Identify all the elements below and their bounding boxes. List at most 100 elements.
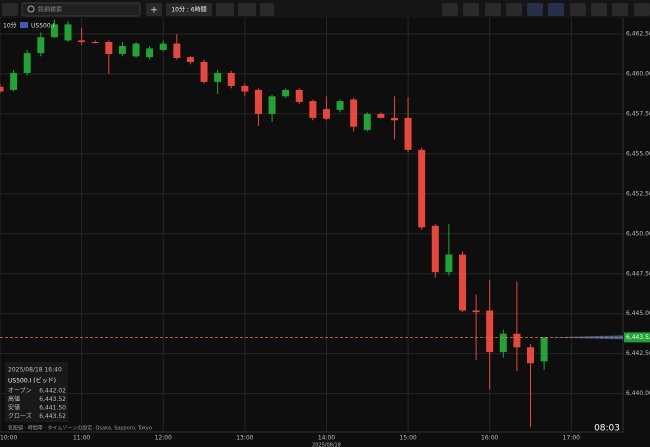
info-label: 安値 — [8, 404, 20, 412]
y-tick-label: 6,445.00 — [626, 310, 650, 317]
info-value: 6,443.52 — [39, 396, 66, 403]
candle-body — [78, 40, 86, 42]
clock: 08:03 — [594, 424, 620, 434]
candle-body — [540, 337, 548, 362]
candle-body — [105, 41, 113, 54]
candle-body — [472, 310, 480, 313]
candle-body — [268, 96, 276, 114]
candle-body — [159, 43, 167, 50]
info-value: 6,443.52 — [39, 413, 66, 420]
tool-button[interactable] — [548, 3, 564, 16]
candle-body — [458, 254, 466, 311]
tool-button[interactable] — [527, 3, 543, 16]
x-tick-label: 17:00 — [563, 435, 580, 442]
info-label: クローズ — [8, 412, 32, 420]
add-label: + — [150, 6, 158, 16]
interval-button[interactable] — [166, 3, 212, 16]
tool-button[interactable] — [591, 3, 607, 16]
y-tick-label: 6,460.00 — [626, 70, 650, 77]
y-tick-label: 6,447.50 — [626, 270, 650, 277]
y-tick-label: 6,462.50 — [626, 30, 650, 37]
candle-body — [64, 24, 72, 41]
info-value: 6,441.50 — [39, 405, 66, 412]
tool-button[interactable] — [634, 3, 650, 16]
y-tick-label: 6,457.50 — [626, 110, 650, 117]
interval-label: 10分 : 6時間 — [171, 6, 206, 14]
candle-body — [132, 43, 140, 57]
y-tick-label: 6,450.00 — [626, 230, 650, 237]
candle-body — [322, 109, 330, 119]
last-price-tag — [624, 332, 650, 343]
candle-body — [295, 89, 303, 102]
candle-body — [486, 310, 494, 353]
x-tick-label: 12:00 — [155, 435, 172, 442]
candle-body — [23, 53, 31, 73]
info-value: 6,442.02 — [39, 388, 66, 395]
candle-body — [214, 72, 222, 82]
plot: 6,440.00 6,442.50 6,445.00 6,447.50 6,450.00… — [0, 18, 650, 447]
candle-body — [173, 43, 181, 58]
candle-body — [10, 72, 18, 90]
tool-button[interactable] — [442, 3, 458, 16]
y-tick-label: 6,440.00 — [626, 390, 650, 397]
chart-type-button[interactable] — [238, 3, 256, 16]
x-tick-label: 10:00 — [0, 435, 17, 442]
tool-button[interactable] — [485, 3, 501, 16]
candle-body — [186, 57, 194, 62]
last-price-label: 6,443.52 — [626, 334, 650, 341]
search-placeholder: 銘柄検索 — [38, 6, 62, 14]
info-datetime: 2025/08/18 16:40 — [8, 367, 62, 374]
info-panel — [5, 362, 68, 422]
candle-body — [527, 347, 535, 364]
search-icon — [27, 5, 35, 13]
candle-body — [363, 113, 371, 130]
tool-button[interactable] — [570, 3, 586, 16]
candle-body — [418, 149, 426, 228]
tool-button[interactable] — [612, 3, 628, 16]
candle-body — [309, 101, 317, 118]
search-box[interactable] — [21, 2, 141, 17]
candle-body — [254, 89, 262, 114]
info-label: 高値 — [8, 395, 20, 403]
tool-icons — [442, 3, 650, 16]
interval-tag: 10分 — [3, 22, 17, 30]
info-symbol: US500.I (ビッド) — [8, 377, 56, 385]
footer: 気配値 · 時間帯 · タイムゾーンの設定: Osaka, Sapporo, T… — [8, 425, 152, 432]
date-label: 2025/08/18 — [312, 443, 341, 447]
candle-body — [390, 117, 398, 121]
symbol-tag: US500.I — [31, 23, 55, 30]
y-tick-label: 6,455.00 — [626, 150, 650, 157]
y-tick-label: 6,452.50 — [626, 190, 650, 197]
refresh-button[interactable] — [216, 3, 234, 16]
x-tick-label: 14:00 — [318, 435, 335, 442]
y-tick-label: 6,442.50 — [626, 350, 650, 357]
candle-body — [445, 254, 453, 273]
candle-body — [118, 45, 126, 54]
info-label: オープン — [8, 388, 32, 395]
info-rows: オープン 6,442.02 高値 6,443.52 安値 6,441.50 クローズ 6,44… — [8, 388, 66, 421]
candle-body — [50, 24, 58, 38]
candle-body — [377, 113, 385, 118]
candle-body — [431, 225, 439, 273]
add-button[interactable] — [146, 3, 162, 16]
tool-button[interactable] — [463, 3, 479, 16]
x-tick-label: 16:00 — [481, 435, 498, 442]
candle-body — [336, 101, 344, 110]
candle-body — [200, 61, 208, 82]
x-tick-label: 13:00 — [236, 435, 253, 442]
more-button[interactable] — [260, 3, 274, 16]
link-button[interactable] — [2, 3, 18, 16]
candle-body — [282, 89, 290, 97]
candle-body — [241, 85, 249, 92]
candle-body — [227, 72, 235, 86]
candle-body — [513, 333, 521, 348]
candle-body — [91, 41, 99, 43]
candle-body — [37, 37, 45, 54]
candle-body — [0, 86, 4, 92]
candle-body — [350, 99, 358, 127]
tool-button[interactable] — [506, 3, 522, 16]
candle-body — [499, 333, 507, 353]
candle-body — [404, 117, 412, 150]
